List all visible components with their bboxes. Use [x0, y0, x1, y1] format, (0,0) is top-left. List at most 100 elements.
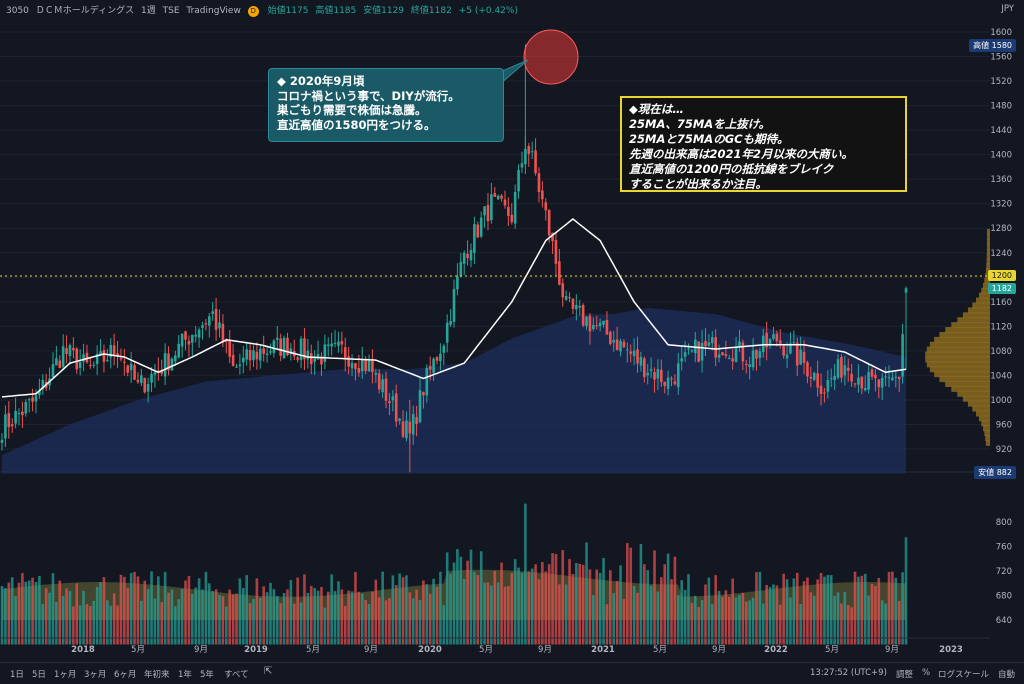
price-tick-label: 1440: [990, 126, 1012, 136]
annotation-covid-surge[interactable]: ◆ 2020年9月頃 コロナ禍という事で、DIYが流行。 巣ごもり需要で株価は急…: [268, 68, 504, 142]
volume-bar: [697, 607, 700, 645]
volume-bar: [741, 592, 745, 645]
candle-body: [384, 378, 388, 401]
time-axis[interactable]: 2018 5月 9月 2019 5月 9月 2020 5月 9月 2021 5月 9月 2022 5月 9月…: [0, 637, 990, 655]
volume-bar: [853, 571, 857, 645]
candle-body: [85, 352, 89, 363]
volume-bar: [330, 574, 333, 645]
volume-bar: [670, 579, 673, 645]
symbol-name: ＤＣＭホールディングス: [35, 6, 135, 16]
range-5y-button[interactable]: 5年: [200, 670, 214, 680]
price-tick-label: 960: [996, 420, 1012, 430]
volume-bar: [693, 595, 697, 645]
volume-bar: [58, 580, 62, 645]
volume-bar: [857, 576, 860, 645]
volume-bar: [863, 573, 867, 645]
range-1y-button[interactable]: 1年: [178, 670, 192, 680]
time-tick-label: 2021: [591, 645, 615, 655]
candle-body: [306, 350, 310, 360]
candle-body: [374, 372, 378, 375]
volume-bar: [680, 580, 683, 645]
chart-header: 3050 ＤＣＭホールディングス 1週 TSE TradingView D 始値…: [6, 3, 522, 17]
volume-bar: [459, 556, 463, 645]
annotation-current-outlook[interactable]: ◆現在は… 25MA、75MAを上抜け。 25MAと75MAのGCも期待。 先週…: [620, 96, 907, 192]
currency-label[interactable]: JPY: [1001, 4, 1014, 14]
volume-bar: [85, 604, 89, 645]
volume-bar: [170, 589, 174, 645]
profile-bar: [975, 410, 990, 417]
volume-bar: [904, 537, 908, 645]
candle-body: [670, 378, 673, 380]
volume-bar: [578, 563, 582, 645]
profile-bar: [926, 346, 990, 353]
volume-bar: [377, 597, 381, 645]
time-tick-label: 2023: [939, 645, 963, 655]
open-value: 始値1175: [267, 6, 309, 16]
candle-body: [34, 395, 38, 402]
profile-bar: [981, 287, 990, 294]
candle-body: [544, 202, 548, 211]
candle-body: [578, 305, 582, 308]
volume-bar: [530, 568, 534, 645]
volume-bar: [795, 572, 799, 645]
candle-body: [551, 232, 554, 242]
volume-bar: [388, 598, 391, 645]
volume-bar: [643, 564, 646, 645]
volume-bar: [758, 571, 762, 645]
high-marker: [523, 29, 579, 85]
volume-bar: [289, 580, 293, 645]
range-5d-button[interactable]: 5日: [32, 670, 46, 680]
candle-body: [445, 322, 449, 343]
log-scale-toggle[interactable]: ログスケール: [938, 670, 990, 680]
percent-toggle[interactable]: %: [922, 668, 931, 678]
volume-bar: [836, 592, 840, 645]
volume-axis[interactable]: 800 760 720 680 640: [996, 518, 1012, 626]
range-all-button[interactable]: すべて: [224, 670, 249, 680]
candle-body: [700, 342, 704, 361]
candle-body: [119, 358, 123, 360]
range-3m-button[interactable]: 3ヶ月: [84, 670, 107, 680]
volume-bar: [187, 575, 191, 645]
candle-body: [677, 363, 680, 388]
range-1m-button[interactable]: 1ヶ月: [54, 670, 77, 680]
volume-bar: [401, 577, 405, 645]
interval-label[interactable]: 1週: [141, 6, 156, 16]
clock-time[interactable]: 13:27:52 (UTC+9): [810, 668, 887, 678]
candle-body: [853, 383, 857, 385]
range-6m-button[interactable]: 6ヶ月: [114, 670, 137, 680]
volume-bar: [44, 588, 48, 645]
volume-bar: [792, 578, 796, 645]
profile-bar: [985, 434, 990, 441]
adjust-toggle[interactable]: 調整: [896, 670, 914, 680]
range-ytd-button[interactable]: 年初来: [144, 670, 170, 680]
volume-bar: [761, 603, 765, 645]
volume-bar: [72, 606, 75, 645]
auto-scale-toggle[interactable]: 自動: [998, 670, 1016, 680]
candle-body: [231, 354, 235, 366]
range-1d-button[interactable]: 1日: [10, 670, 24, 680]
volume-bar: [568, 559, 571, 645]
volume-bar: [133, 571, 136, 645]
dividend-badge-icon[interactable]: D: [247, 6, 259, 17]
profile-bar: [962, 312, 990, 319]
volume-bar: [544, 571, 548, 645]
profile-bar: [978, 415, 990, 422]
date-range-icon[interactable]: ⇱: [264, 666, 273, 677]
candle-body: [7, 413, 11, 428]
candle-body: [24, 402, 28, 414]
volume-bar: [778, 604, 782, 645]
candle-body: [469, 250, 473, 261]
profile-bar: [934, 371, 990, 378]
candle-body: [877, 379, 881, 388]
candle-body: [524, 148, 527, 165]
profile-bar: [986, 263, 990, 270]
candle-body: [129, 363, 133, 371]
volume-bar: [191, 593, 194, 645]
volume-tick-label: 800: [996, 518, 1012, 528]
candle-body: [140, 375, 143, 384]
volume-bar: [877, 577, 881, 645]
candle-body: [340, 340, 344, 345]
profile-bar: [984, 430, 990, 437]
candle-body: [51, 364, 55, 378]
candle-body: [55, 358, 58, 366]
